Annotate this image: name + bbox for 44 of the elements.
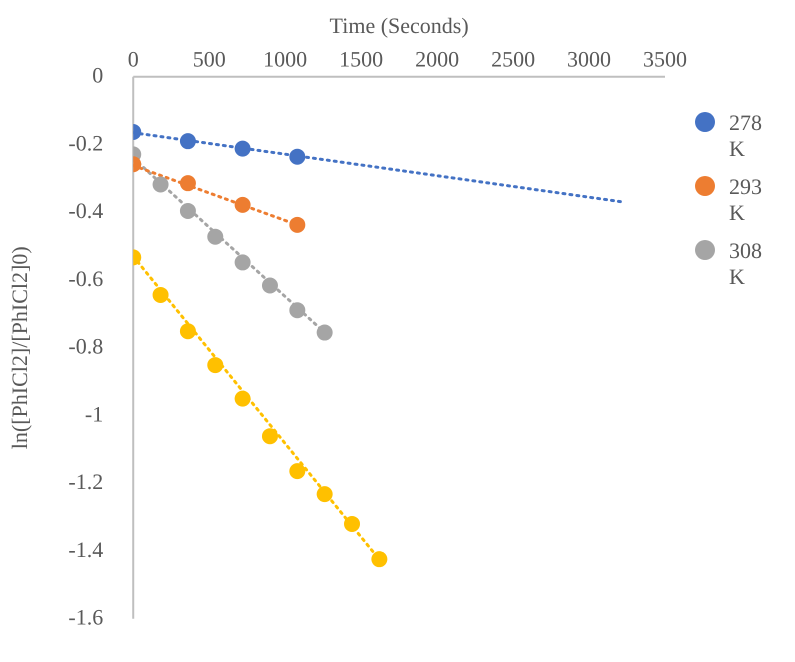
point (180, 133, 196, 150)
point (289, 216, 306, 233)
y-tick-label: -0.4 (68, 198, 104, 224)
point (152, 286, 169, 303)
point (180, 202, 196, 219)
y-tick-label: -1.4 (68, 536, 104, 562)
point (289, 148, 306, 165)
point (262, 277, 278, 294)
x-tick-label: 1500 (339, 46, 384, 72)
legend-label: 278 K (729, 110, 763, 162)
y-tick-label: -0.2 (68, 130, 104, 156)
point (262, 428, 278, 444)
y-tick-label: -1.2 (68, 469, 104, 494)
x-tick-label: 3500 (643, 46, 687, 72)
x-tick-label: 1000 (263, 46, 308, 72)
y-tick-label: -0.8 (68, 334, 104, 359)
y-axis-title: ln([PhICl2]/[PhICl2]0) (6, 246, 32, 450)
point (234, 254, 251, 270)
point (371, 551, 388, 568)
point (344, 516, 360, 532)
x-axis-title: Time (Seconds) (330, 12, 469, 38)
point (316, 486, 333, 502)
point (234, 196, 251, 213)
point (207, 357, 224, 374)
point (316, 324, 333, 341)
point (234, 390, 251, 407)
y-tick-label: 0 (92, 62, 104, 88)
y-tick-label: -1 (84, 401, 104, 426)
x-tick-label: 2500 (491, 46, 536, 72)
point (152, 176, 169, 193)
point (289, 302, 306, 318)
x-tick-label: 0 (128, 46, 139, 72)
legend-label: 293 K (729, 174, 763, 226)
point (180, 323, 196, 340)
x-tick-label: 3000 (567, 46, 612, 72)
x-tick-label: 500 (192, 46, 226, 72)
point (180, 175, 196, 192)
x-tick-label: 2000 (415, 46, 460, 72)
point (289, 463, 306, 480)
y-tick-label: -0.6 (68, 266, 104, 291)
y-tick-label: -1.6 (68, 604, 104, 630)
point (207, 228, 224, 245)
point (234, 140, 251, 157)
legend-label: 308 K (729, 238, 763, 290)
